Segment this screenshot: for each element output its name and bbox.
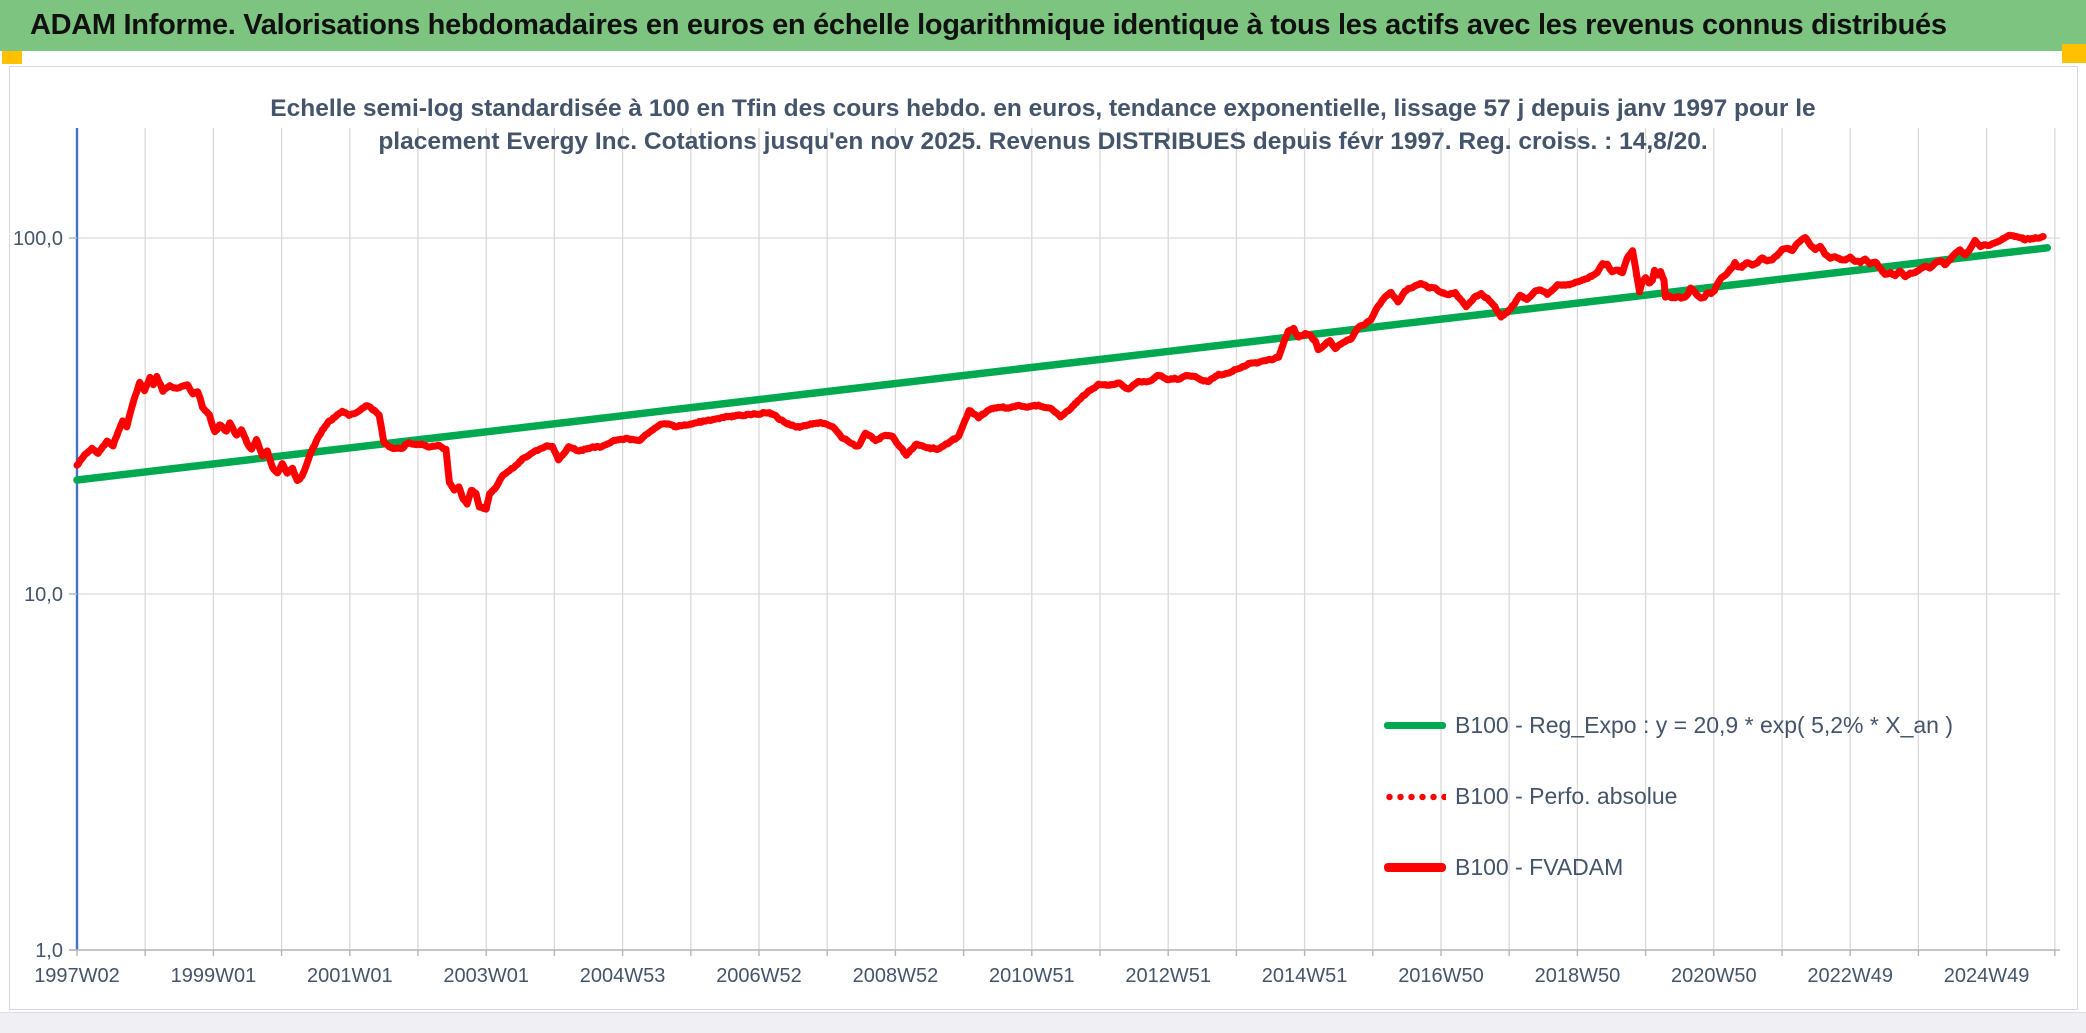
header-banner: ADAM Informe. Valorisations hebdomadaire… (0, 0, 2086, 51)
y-axis-tick-label: 10,0 (24, 584, 63, 606)
x-axis-tick-label: 1999W01 (171, 965, 257, 987)
x-axis-tick-label: 2004W53 (580, 965, 666, 987)
trend-line-reg-expo (73, 244, 2052, 484)
y-axis-tick-label: 1,0 (35, 940, 63, 962)
x-axis-tick-label: 2022W49 (1807, 965, 1893, 987)
x-axis-tick-label: 2014W51 (1262, 965, 1348, 987)
x-axis-tick-label: 2010W51 (989, 965, 1075, 987)
red-dotted-swatch-icon (1384, 792, 1446, 801)
legend-item-reg-expo: B100 - Reg_Expo : y = 20,9 * exp( 5,2% *… (1384, 690, 1953, 761)
x-axis-tick-label: 2012W51 (1125, 965, 1211, 987)
bottom-strip (0, 1012, 2086, 1033)
legend-label: B100 - Reg_Expo : y = 20,9 * exp( 5,2% *… (1455, 712, 1953, 738)
legend-label: B100 - FVADAM (1455, 854, 1624, 880)
x-axis-tick-label: 2006W52 (716, 965, 802, 987)
x-axis-tick-label: 2003W01 (443, 965, 529, 987)
corner-accent-top-right (2062, 44, 2086, 63)
x-axis-tick-label: 2020W50 (1671, 965, 1757, 987)
x-axis-tick-label: 2016W50 (1398, 965, 1484, 987)
red-line-swatch-icon (1384, 863, 1446, 872)
legend-item-fvadam: B100 - FVADAM (1384, 832, 1953, 903)
corner-accent-top-left (2, 51, 22, 64)
header-title: ADAM Informe. Valorisations hebdomadaire… (30, 9, 1947, 41)
green-line-swatch-icon (1384, 722, 1446, 729)
legend-item-perfo-absolue: B100 - Perfo. absolue (1384, 761, 1953, 832)
legend-label: B100 - Perfo. absolue (1455, 783, 1678, 809)
x-axis-tick-label: 2018W50 (1535, 965, 1621, 987)
series-line-fvadam (73, 231, 2047, 513)
x-axis-tick-label: 2001W01 (307, 965, 393, 987)
chart-legend: B100 - Reg_Expo : y = 20,9 * exp( 5,2% *… (1384, 690, 1953, 903)
chart-card (9, 66, 2078, 1010)
x-axis-tick-label: 2008W52 (853, 965, 939, 987)
x-axis-tick-label: 1997W02 (34, 965, 120, 987)
x-axis-tick-label: 2024W49 (1944, 965, 2030, 987)
y-axis-tick-label: 100,0 (13, 228, 63, 250)
